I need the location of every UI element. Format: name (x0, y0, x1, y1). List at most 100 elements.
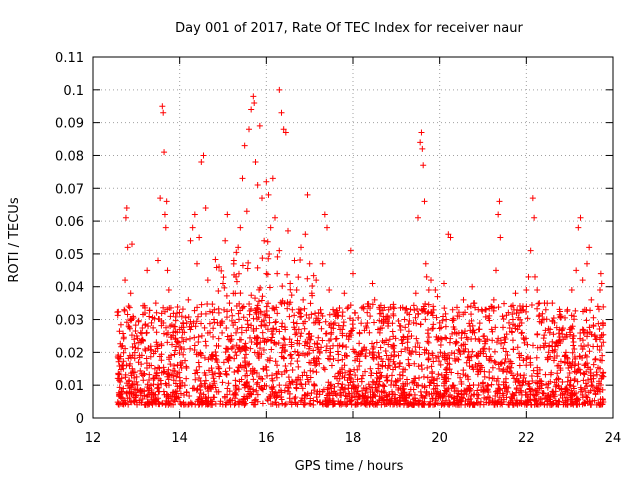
data-point (540, 335, 547, 342)
data-point (335, 398, 342, 405)
data-point (191, 307, 198, 314)
data-point (182, 357, 189, 364)
data-point (195, 359, 202, 366)
data-point (378, 355, 385, 362)
data-point (355, 314, 362, 321)
data-point (596, 347, 603, 354)
data-point (352, 349, 359, 356)
data-point (594, 385, 601, 392)
data-point (274, 270, 281, 277)
data-point (189, 224, 196, 231)
data-point (174, 383, 181, 390)
data-point (211, 378, 218, 385)
data-point (142, 322, 149, 329)
data-point (126, 304, 133, 311)
data-point (133, 373, 140, 380)
data-point (315, 355, 322, 362)
data-point (587, 372, 594, 379)
data-point (232, 290, 239, 297)
data-point (127, 290, 134, 297)
data-point (129, 343, 136, 350)
data-point (591, 332, 598, 339)
data-point (346, 371, 353, 378)
data-point (544, 300, 551, 307)
data-point (588, 296, 595, 303)
data-point (229, 343, 236, 350)
data-point (575, 366, 582, 373)
data-point (600, 339, 607, 346)
data-point (598, 280, 605, 287)
data-point (211, 319, 218, 326)
data-point (429, 370, 436, 377)
data-point (228, 345, 235, 352)
data-point (160, 369, 167, 376)
data-point (568, 392, 575, 399)
data-point (132, 386, 139, 393)
data-point (233, 278, 240, 285)
data-point (280, 342, 287, 349)
data-point (281, 336, 288, 343)
data-point (320, 364, 327, 371)
data-point (550, 315, 557, 322)
data-point (443, 397, 450, 404)
data-point (307, 367, 314, 374)
data-point (270, 325, 277, 332)
data-point (402, 306, 409, 313)
data-point (269, 388, 276, 395)
data-point (212, 256, 219, 263)
data-point (259, 400, 266, 407)
data-point (591, 387, 598, 394)
data-point (412, 343, 419, 350)
data-point (283, 367, 290, 374)
data-point (306, 330, 313, 337)
data-point (172, 388, 179, 395)
data-point (454, 399, 461, 406)
data-point (278, 396, 285, 403)
data-point (254, 379, 261, 386)
data-point (435, 371, 442, 378)
data-point (460, 367, 467, 374)
data-point (412, 314, 419, 321)
data-point (378, 388, 385, 395)
data-point (547, 326, 554, 333)
data-point (420, 373, 427, 380)
data-point (291, 312, 298, 319)
data-point (597, 287, 603, 294)
data-point (368, 369, 375, 376)
data-point (147, 353, 154, 360)
data-point (269, 331, 276, 338)
data-point (156, 353, 163, 360)
data-point (468, 392, 475, 399)
data-point (240, 303, 247, 310)
data-point (410, 401, 417, 408)
data-point (129, 382, 135, 389)
data-point (157, 195, 164, 202)
data-point (298, 313, 305, 320)
data-point (245, 259, 252, 266)
data-point (259, 255, 266, 262)
data-point (187, 326, 194, 333)
data-point (515, 377, 522, 384)
data-point (288, 355, 295, 362)
data-point (430, 358, 437, 365)
data-point (347, 302, 354, 309)
data-point (567, 382, 574, 389)
data-point (122, 345, 129, 352)
data-point (129, 365, 136, 372)
data-point (512, 290, 519, 297)
data-point (406, 392, 413, 399)
data-point (577, 335, 584, 342)
data-point (326, 396, 333, 403)
data-point (235, 316, 242, 323)
data-point (317, 399, 324, 406)
data-point (217, 319, 224, 326)
data-point (143, 393, 150, 400)
data-point (127, 317, 134, 324)
data-point (333, 335, 340, 342)
data-point (125, 323, 132, 330)
data-point (579, 277, 586, 284)
data-point (335, 351, 342, 358)
data-point (237, 398, 244, 405)
data-point (322, 318, 329, 325)
data-point (326, 287, 333, 294)
